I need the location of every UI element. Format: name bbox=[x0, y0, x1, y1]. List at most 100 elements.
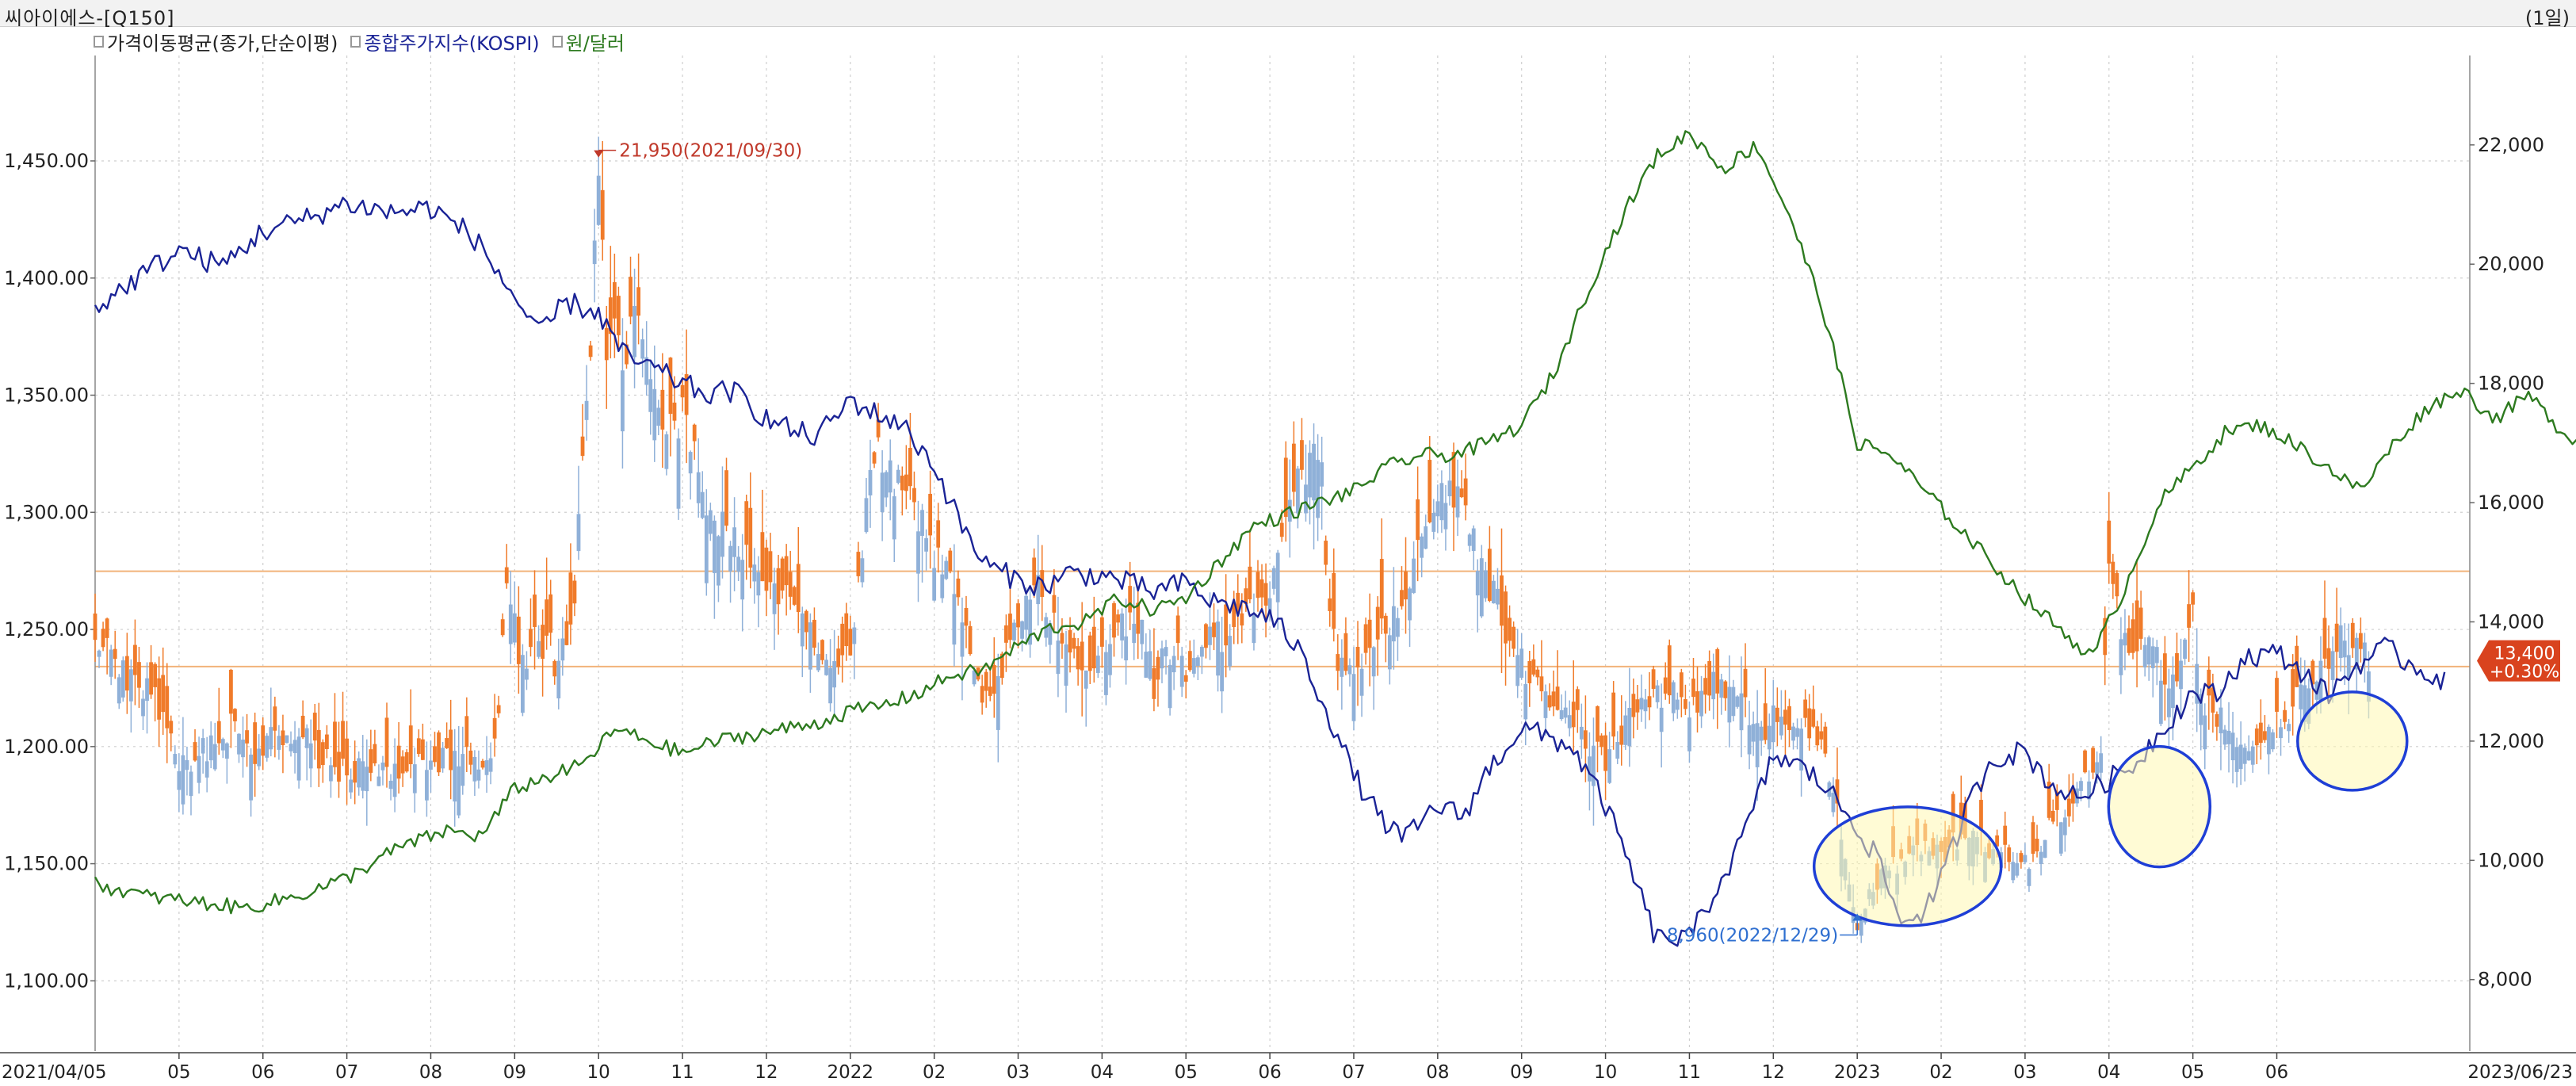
candle-body bbox=[1687, 717, 1691, 751]
candle-body bbox=[97, 650, 101, 657]
candle-body bbox=[1068, 629, 1072, 653]
x-tick-label: 04 bbox=[1091, 1062, 1114, 1083]
candle-body bbox=[2299, 684, 2303, 709]
candle-body bbox=[1116, 614, 1120, 623]
candle-body bbox=[2039, 851, 2043, 864]
candle-body bbox=[717, 536, 720, 586]
right-tick-label: 16,000 bbox=[2478, 491, 2544, 514]
candle-body bbox=[1340, 657, 1344, 677]
candle-body bbox=[1036, 575, 1041, 605]
candle-body bbox=[333, 721, 337, 767]
candle-body bbox=[1259, 579, 1264, 598]
title-bar: 씨아이에스-[Q150] (1일) bbox=[0, 0, 2576, 29]
candle-body bbox=[1487, 549, 1492, 601]
candle-body bbox=[884, 472, 889, 498]
candle-body bbox=[596, 175, 601, 225]
candle-body bbox=[1431, 513, 1436, 532]
candle-body bbox=[2275, 678, 2279, 712]
candle-body bbox=[337, 751, 341, 782]
candle-body bbox=[924, 537, 928, 552]
candle-body bbox=[1152, 667, 1156, 699]
x-tick-label: 2023/06/23 bbox=[2467, 1062, 2573, 1083]
candle-body bbox=[165, 686, 170, 728]
candle-body bbox=[1695, 691, 1699, 713]
candle-body bbox=[2171, 674, 2175, 709]
candle-body bbox=[449, 729, 453, 771]
checkbox-icon[interactable] bbox=[350, 35, 361, 48]
candle-body bbox=[560, 638, 565, 661]
candle-body bbox=[1791, 726, 1795, 741]
candle-body bbox=[1020, 621, 1024, 639]
candle-body bbox=[1771, 705, 1775, 743]
candle-body bbox=[420, 739, 425, 760]
candle-body bbox=[237, 733, 241, 755]
candle-body bbox=[1224, 604, 1229, 646]
candle-body bbox=[133, 644, 137, 675]
candle-body bbox=[457, 766, 461, 816]
legend-item-moving-average[interactable]: 가격이동평균(종가,단순이평) bbox=[94, 28, 338, 55]
candle-body bbox=[120, 660, 125, 698]
candle-body bbox=[1643, 699, 1648, 712]
candle-body bbox=[1559, 709, 1564, 719]
candle-body bbox=[588, 345, 593, 358]
candle-body bbox=[836, 648, 841, 667]
candle-body bbox=[1615, 742, 1620, 759]
candle-body bbox=[149, 662, 153, 695]
candle-body bbox=[888, 460, 892, 493]
candle-body bbox=[580, 436, 585, 457]
candle-body bbox=[908, 447, 912, 487]
candle-body bbox=[1691, 679, 1695, 698]
candle-body bbox=[1175, 615, 1180, 644]
candle-body bbox=[2195, 663, 2200, 704]
candle-body bbox=[2326, 648, 2331, 669]
candle-body bbox=[2131, 619, 2135, 653]
candle-body bbox=[1208, 626, 1212, 645]
x-tick-label: 2022 bbox=[827, 1062, 874, 1083]
candle-body bbox=[864, 498, 869, 533]
candle-body bbox=[940, 574, 945, 598]
candle-body bbox=[772, 583, 777, 614]
candle-body bbox=[173, 754, 178, 765]
candle-body bbox=[2267, 726, 2271, 755]
candle-body bbox=[1799, 728, 1804, 771]
candle-body bbox=[273, 706, 277, 731]
candle-body bbox=[1052, 595, 1057, 613]
candle-body bbox=[2043, 839, 2047, 858]
legend-item-won-dollar[interactable]: 원/달러 bbox=[552, 28, 625, 55]
candle-body bbox=[1204, 624, 1208, 648]
candle-body bbox=[1651, 669, 1656, 689]
candle-body bbox=[1424, 526, 1428, 549]
low-marker-arrow bbox=[1852, 913, 1863, 921]
candle-body bbox=[1371, 647, 1376, 677]
candle-body bbox=[848, 629, 853, 656]
candle-body bbox=[2303, 685, 2307, 722]
left-tick-label: 1,350.00 bbox=[4, 384, 89, 407]
x-tick-label: 11 bbox=[1678, 1062, 1701, 1083]
x-tick-label: 05 bbox=[1175, 1062, 1198, 1083]
candle-body bbox=[792, 587, 797, 605]
checkbox-icon[interactable] bbox=[552, 35, 563, 48]
candle-body bbox=[1823, 726, 1828, 754]
candle-body bbox=[2354, 637, 2359, 670]
candle-body bbox=[137, 662, 141, 688]
period-indicator[interactable]: (1일) bbox=[2524, 7, 2570, 29]
candle-body bbox=[500, 619, 505, 636]
candle-body bbox=[2279, 727, 2283, 739]
candle-body bbox=[2091, 748, 2096, 773]
candle-body bbox=[1459, 488, 1464, 498]
plot-area[interactable] bbox=[95, 55, 2470, 1051]
candle-body bbox=[1527, 660, 1532, 683]
window-title: 씨아이에스-[Q150] bbox=[5, 7, 175, 29]
candle-body bbox=[1343, 633, 1348, 671]
candle-body bbox=[2050, 810, 2055, 822]
legend-item-kospi[interactable]: 종합주가지수(KOSPI) bbox=[350, 28, 540, 55]
candle-body bbox=[1412, 558, 1416, 593]
candle-body bbox=[1603, 735, 1607, 771]
checkbox-icon[interactable] bbox=[94, 35, 104, 48]
candle-body bbox=[109, 649, 113, 677]
candle-body bbox=[265, 736, 269, 758]
candle-body bbox=[2242, 748, 2247, 764]
candle-body bbox=[516, 616, 521, 664]
candle-body bbox=[1663, 677, 1668, 694]
